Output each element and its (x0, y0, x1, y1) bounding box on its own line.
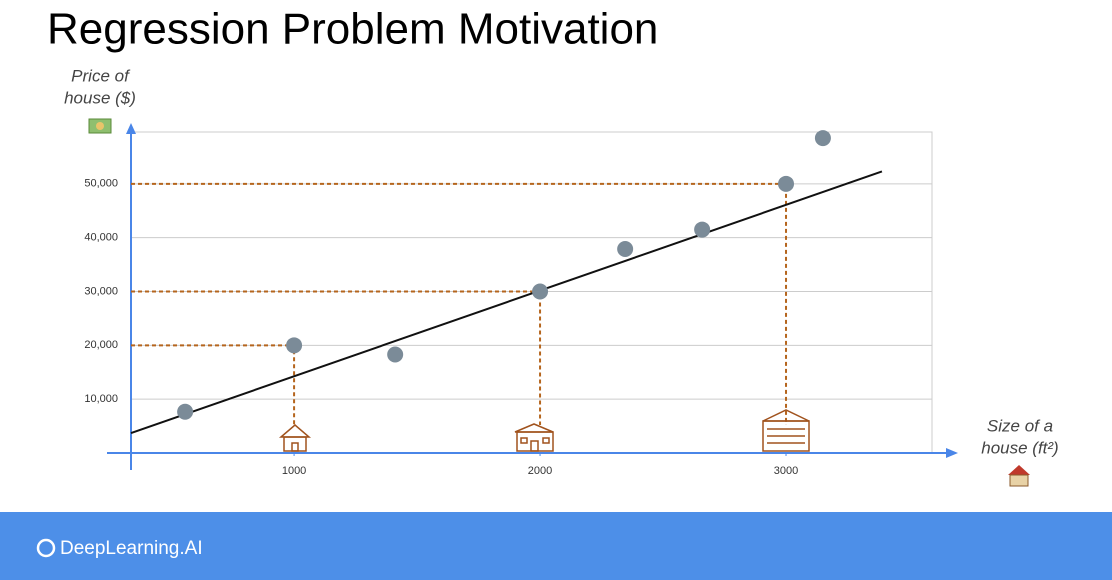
y-tick-label: 20,000 (84, 339, 118, 351)
y-tick-label: 50,000 (84, 178, 118, 190)
data-point (286, 337, 303, 354)
data-point (694, 221, 711, 238)
footer-band (0, 512, 1112, 580)
house-icon (1008, 465, 1030, 487)
small-house-icon (278, 424, 312, 452)
y-tick-label: 40,000 (84, 232, 118, 244)
y-axis-label: Price of (71, 66, 131, 85)
money-icon (88, 118, 112, 134)
medium-house-icon (514, 423, 554, 452)
x-axis-label: house (ft²) (981, 438, 1058, 457)
x-tick-label: 3000 (774, 465, 798, 477)
x-axis-arrow (946, 448, 958, 458)
data-point (778, 175, 795, 192)
slide-title: Regression Problem Motivation (47, 5, 658, 54)
y-axis-arrow (126, 123, 136, 134)
data-point (177, 403, 194, 420)
data-point (532, 283, 549, 300)
y-tick-label: 10,000 (84, 393, 118, 405)
data-point (387, 346, 404, 363)
data-point (814, 130, 831, 147)
x-tick-label: 2000 (528, 465, 552, 477)
x-axis-label: Size of a (987, 416, 1053, 435)
large-house-icon (762, 409, 810, 452)
data-point (617, 240, 634, 257)
brand-logo (36, 538, 56, 558)
y-axis-label: house ($) (64, 88, 136, 107)
guide-line (131, 182, 788, 425)
fit-line (130, 170, 883, 435)
y-tick-label: 30,000 (84, 285, 118, 297)
x-tick-label: 1000 (282, 465, 306, 477)
brand-name: DeepLearning.AI (60, 538, 203, 559)
plot: 10,000 20,000 30,000 40,000 50,000 1000 2000 30… (84, 123, 958, 477)
